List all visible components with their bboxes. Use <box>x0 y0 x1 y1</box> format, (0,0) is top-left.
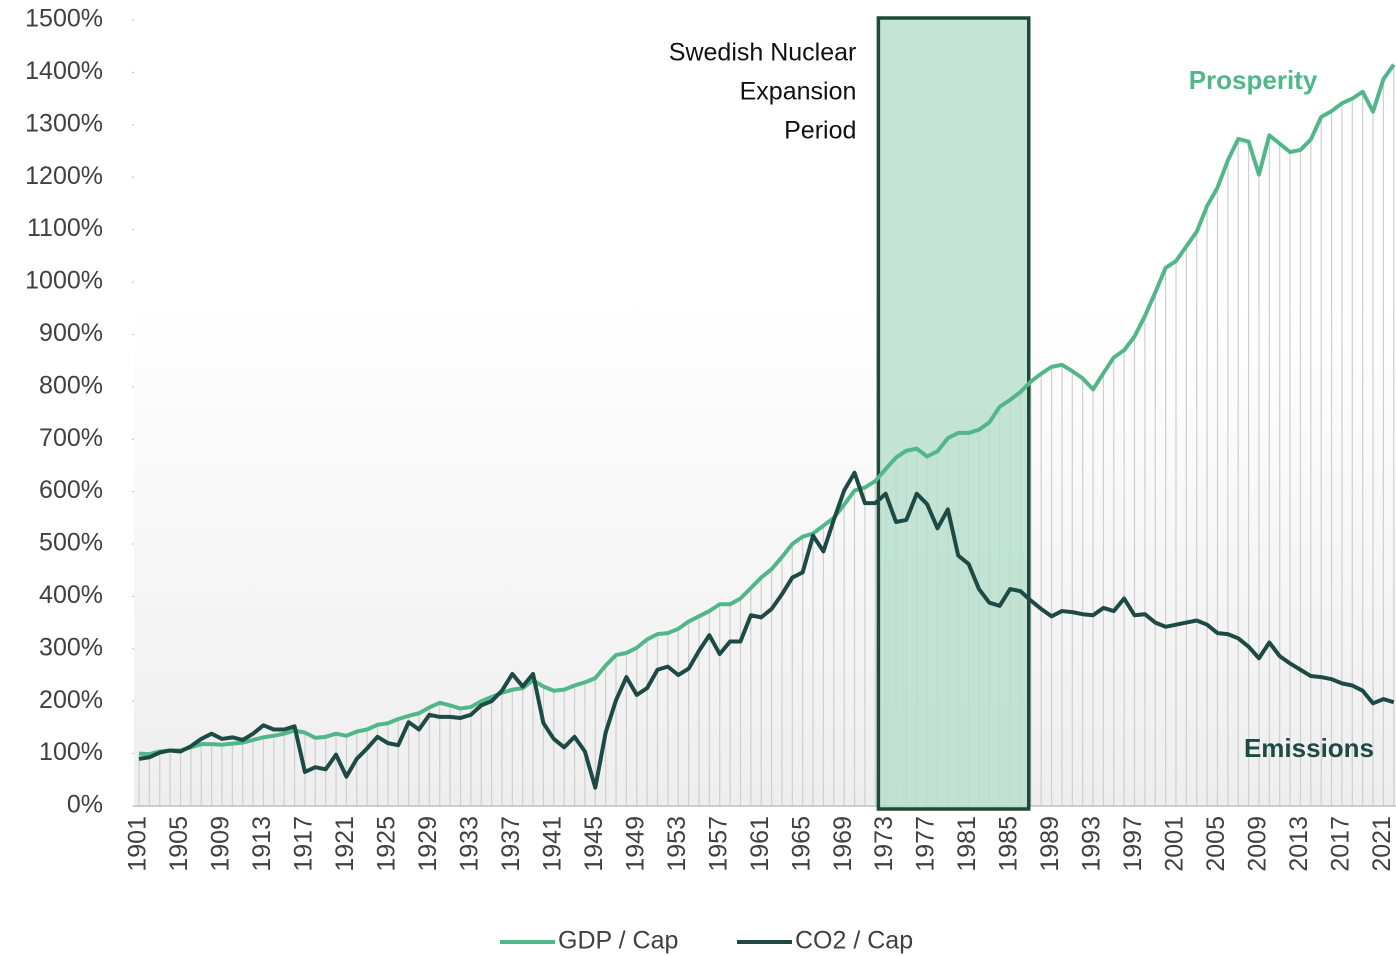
x-tick-label: 2021 <box>1368 816 1396 872</box>
legend-label: GDP / Cap <box>558 927 678 955</box>
y-tick-label: 1000% <box>25 267 103 295</box>
x-tick-label: 1949 <box>621 816 649 872</box>
y-tick-label: 300% <box>39 633 103 661</box>
y-tick-label: 500% <box>39 529 103 557</box>
x-tick-label: 1989 <box>1036 816 1064 872</box>
x-tick-label: 1945 <box>580 816 608 872</box>
x-tick-label: 1941 <box>538 816 566 872</box>
highlight-period <box>876 16 1031 811</box>
x-tick-label: 2017 <box>1327 816 1355 872</box>
y-tick-label: 800% <box>39 371 103 399</box>
annotation: Prosperity <box>1189 65 1318 95</box>
y-tick-label: 1300% <box>25 109 103 137</box>
x-tick-label: 2001 <box>1161 816 1189 872</box>
highlight-label: Expansion <box>740 78 857 106</box>
x-tick-label: 1917 <box>290 816 318 872</box>
highlight-label: Period <box>784 117 856 145</box>
x-tick-label: 1969 <box>829 816 857 872</box>
x-tick-label: 1981 <box>953 816 981 872</box>
plot-background <box>134 300 1396 806</box>
y-tick-label: 200% <box>39 686 103 714</box>
x-tick-label: 1953 <box>663 816 691 872</box>
x-tick-label: 1905 <box>165 816 193 872</box>
y-tick-label: 1100% <box>27 214 103 242</box>
x-tick-label: 1933 <box>455 816 483 872</box>
y-tick-label: 400% <box>39 581 103 609</box>
highlight-label: Swedish Nuclear <box>669 39 857 67</box>
x-tick-label: 1929 <box>414 816 442 872</box>
x-tick-label: 1973 <box>870 816 898 872</box>
x-tick-label: 1985 <box>995 816 1023 872</box>
x-tick-label: 2013 <box>1285 816 1313 872</box>
x-tick-label: 2009 <box>1244 816 1272 872</box>
annotation: Emissions <box>1244 733 1374 763</box>
x-tick-label: 1965 <box>787 816 815 872</box>
y-tick-label: 900% <box>39 319 103 347</box>
x-tick-label: 1909 <box>207 816 235 872</box>
x-tick-label: 1977 <box>912 816 940 872</box>
y-tick-label: 1200% <box>25 162 103 190</box>
y-tick-label: 100% <box>39 738 103 766</box>
series-line <box>138 63 1396 757</box>
x-tick-label: 2005 <box>1202 816 1230 872</box>
y-tick-label: 1400% <box>25 57 103 85</box>
y-tick-label: 0% <box>67 791 103 819</box>
legend-label: CO2 / Cap <box>795 927 913 955</box>
x-tick-label: 1921 <box>331 816 359 872</box>
x-tick-label: 1957 <box>704 816 732 872</box>
y-tick-label: 600% <box>39 476 103 504</box>
x-tick-label: 1925 <box>372 816 400 872</box>
x-tick-label: 1993 <box>1078 816 1106 872</box>
series-line <box>138 470 1395 790</box>
x-tick-label: 1913 <box>248 816 276 872</box>
x-tick-label: 1961 <box>746 816 774 872</box>
x-tick-label: 1901 <box>124 816 152 872</box>
y-tick-label: 700% <box>39 424 103 452</box>
x-tick-label: 1997 <box>1119 816 1147 872</box>
y-tick-label: 1500% <box>25 5 103 33</box>
x-tick-label: 1937 <box>497 816 525 872</box>
